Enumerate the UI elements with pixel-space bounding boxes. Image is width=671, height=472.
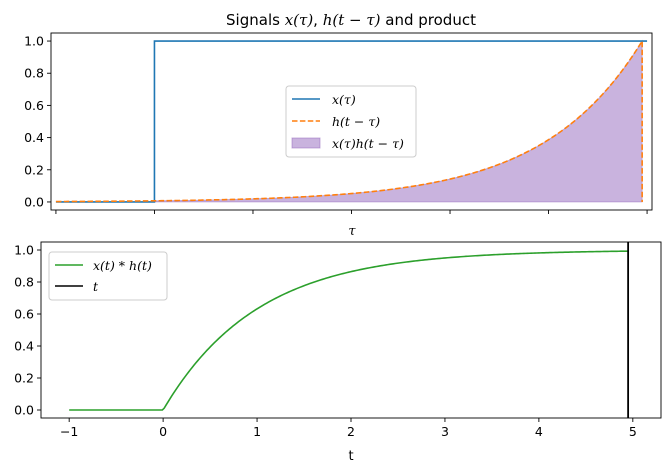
bottom-x-tick-label: 1 xyxy=(253,424,261,439)
top-x-axis-label: τ xyxy=(348,224,356,239)
legend-label-product: x(τ)h(t − τ) xyxy=(332,136,404,151)
top-y-tick-label: 0.4 xyxy=(24,130,44,145)
bottom-y-tick-label: 0.2 xyxy=(14,371,34,386)
bottom-x-tick-label: 4 xyxy=(535,424,543,439)
legend-swatch-product xyxy=(291,137,321,149)
top-axes: Signals x(τ), h(t − τ) and product 0.00.… xyxy=(24,11,653,239)
bottom-x-tick-label: 5 xyxy=(629,424,637,439)
bottom-x-ticks: −1 0 1 2 3 4 5 xyxy=(60,418,637,439)
top-y-tick-label: 0.2 xyxy=(24,162,44,177)
bottom-x-tick-label: 0 xyxy=(159,424,167,439)
bottom-x-tick-label: −1 xyxy=(60,424,78,439)
legend-label-h-t-minus-tau: h(t − τ) xyxy=(332,114,380,129)
convolution-result-line xyxy=(69,250,629,411)
top-legend: x(τ) h(t − τ) x(τ)h(t − τ) xyxy=(285,85,417,158)
legend-label-x-tau: x(τ) xyxy=(332,92,356,107)
bottom-y-tick-label: 0.0 xyxy=(14,403,34,418)
top-y-tick-label: 1.0 xyxy=(24,34,44,49)
bottom-x-axis-label: t xyxy=(348,449,353,464)
bottom-x-tick-label: 2 xyxy=(347,424,355,439)
legend-label-convolution: x(t) * h(t) xyxy=(93,258,152,273)
bottom-legend: x(t) * h(t) t xyxy=(48,251,168,301)
top-x-ticks xyxy=(55,210,648,214)
bottom-y-tick-label: 1.0 xyxy=(14,243,34,258)
top-chart-title: Signals x(τ), h(t − τ) and product xyxy=(226,11,476,29)
top-y-tick-label: 0.0 xyxy=(24,194,44,209)
top-plot-area xyxy=(55,38,648,203)
h-t-minus-tau-dashed-line xyxy=(55,38,643,203)
top-y-tick-label: 0.8 xyxy=(24,66,44,81)
bottom-legend-box xyxy=(48,251,168,301)
bottom-y-ticks: 0.0 0.2 0.4 0.6 0.8 1.0 xyxy=(14,243,41,418)
top-y-tick-label: 0.6 xyxy=(24,98,44,113)
bottom-axes: −1 0 1 2 3 4 5 0.0 0.2 0.4 0.6 0.8 1.0 t x(t) * h(t… xyxy=(14,241,662,464)
bottom-y-tick-label: 0.8 xyxy=(14,275,34,290)
legend-label-t-marker: t xyxy=(93,279,99,294)
bottom-y-tick-label: 0.6 xyxy=(14,307,34,322)
bottom-x-tick-label: 3 xyxy=(441,424,449,439)
bottom-plot-area xyxy=(69,242,630,418)
bottom-y-tick-label: 0.4 xyxy=(14,339,34,354)
top-y-ticks: 0.0 0.2 0.4 0.6 0.8 1.0 xyxy=(24,34,51,209)
